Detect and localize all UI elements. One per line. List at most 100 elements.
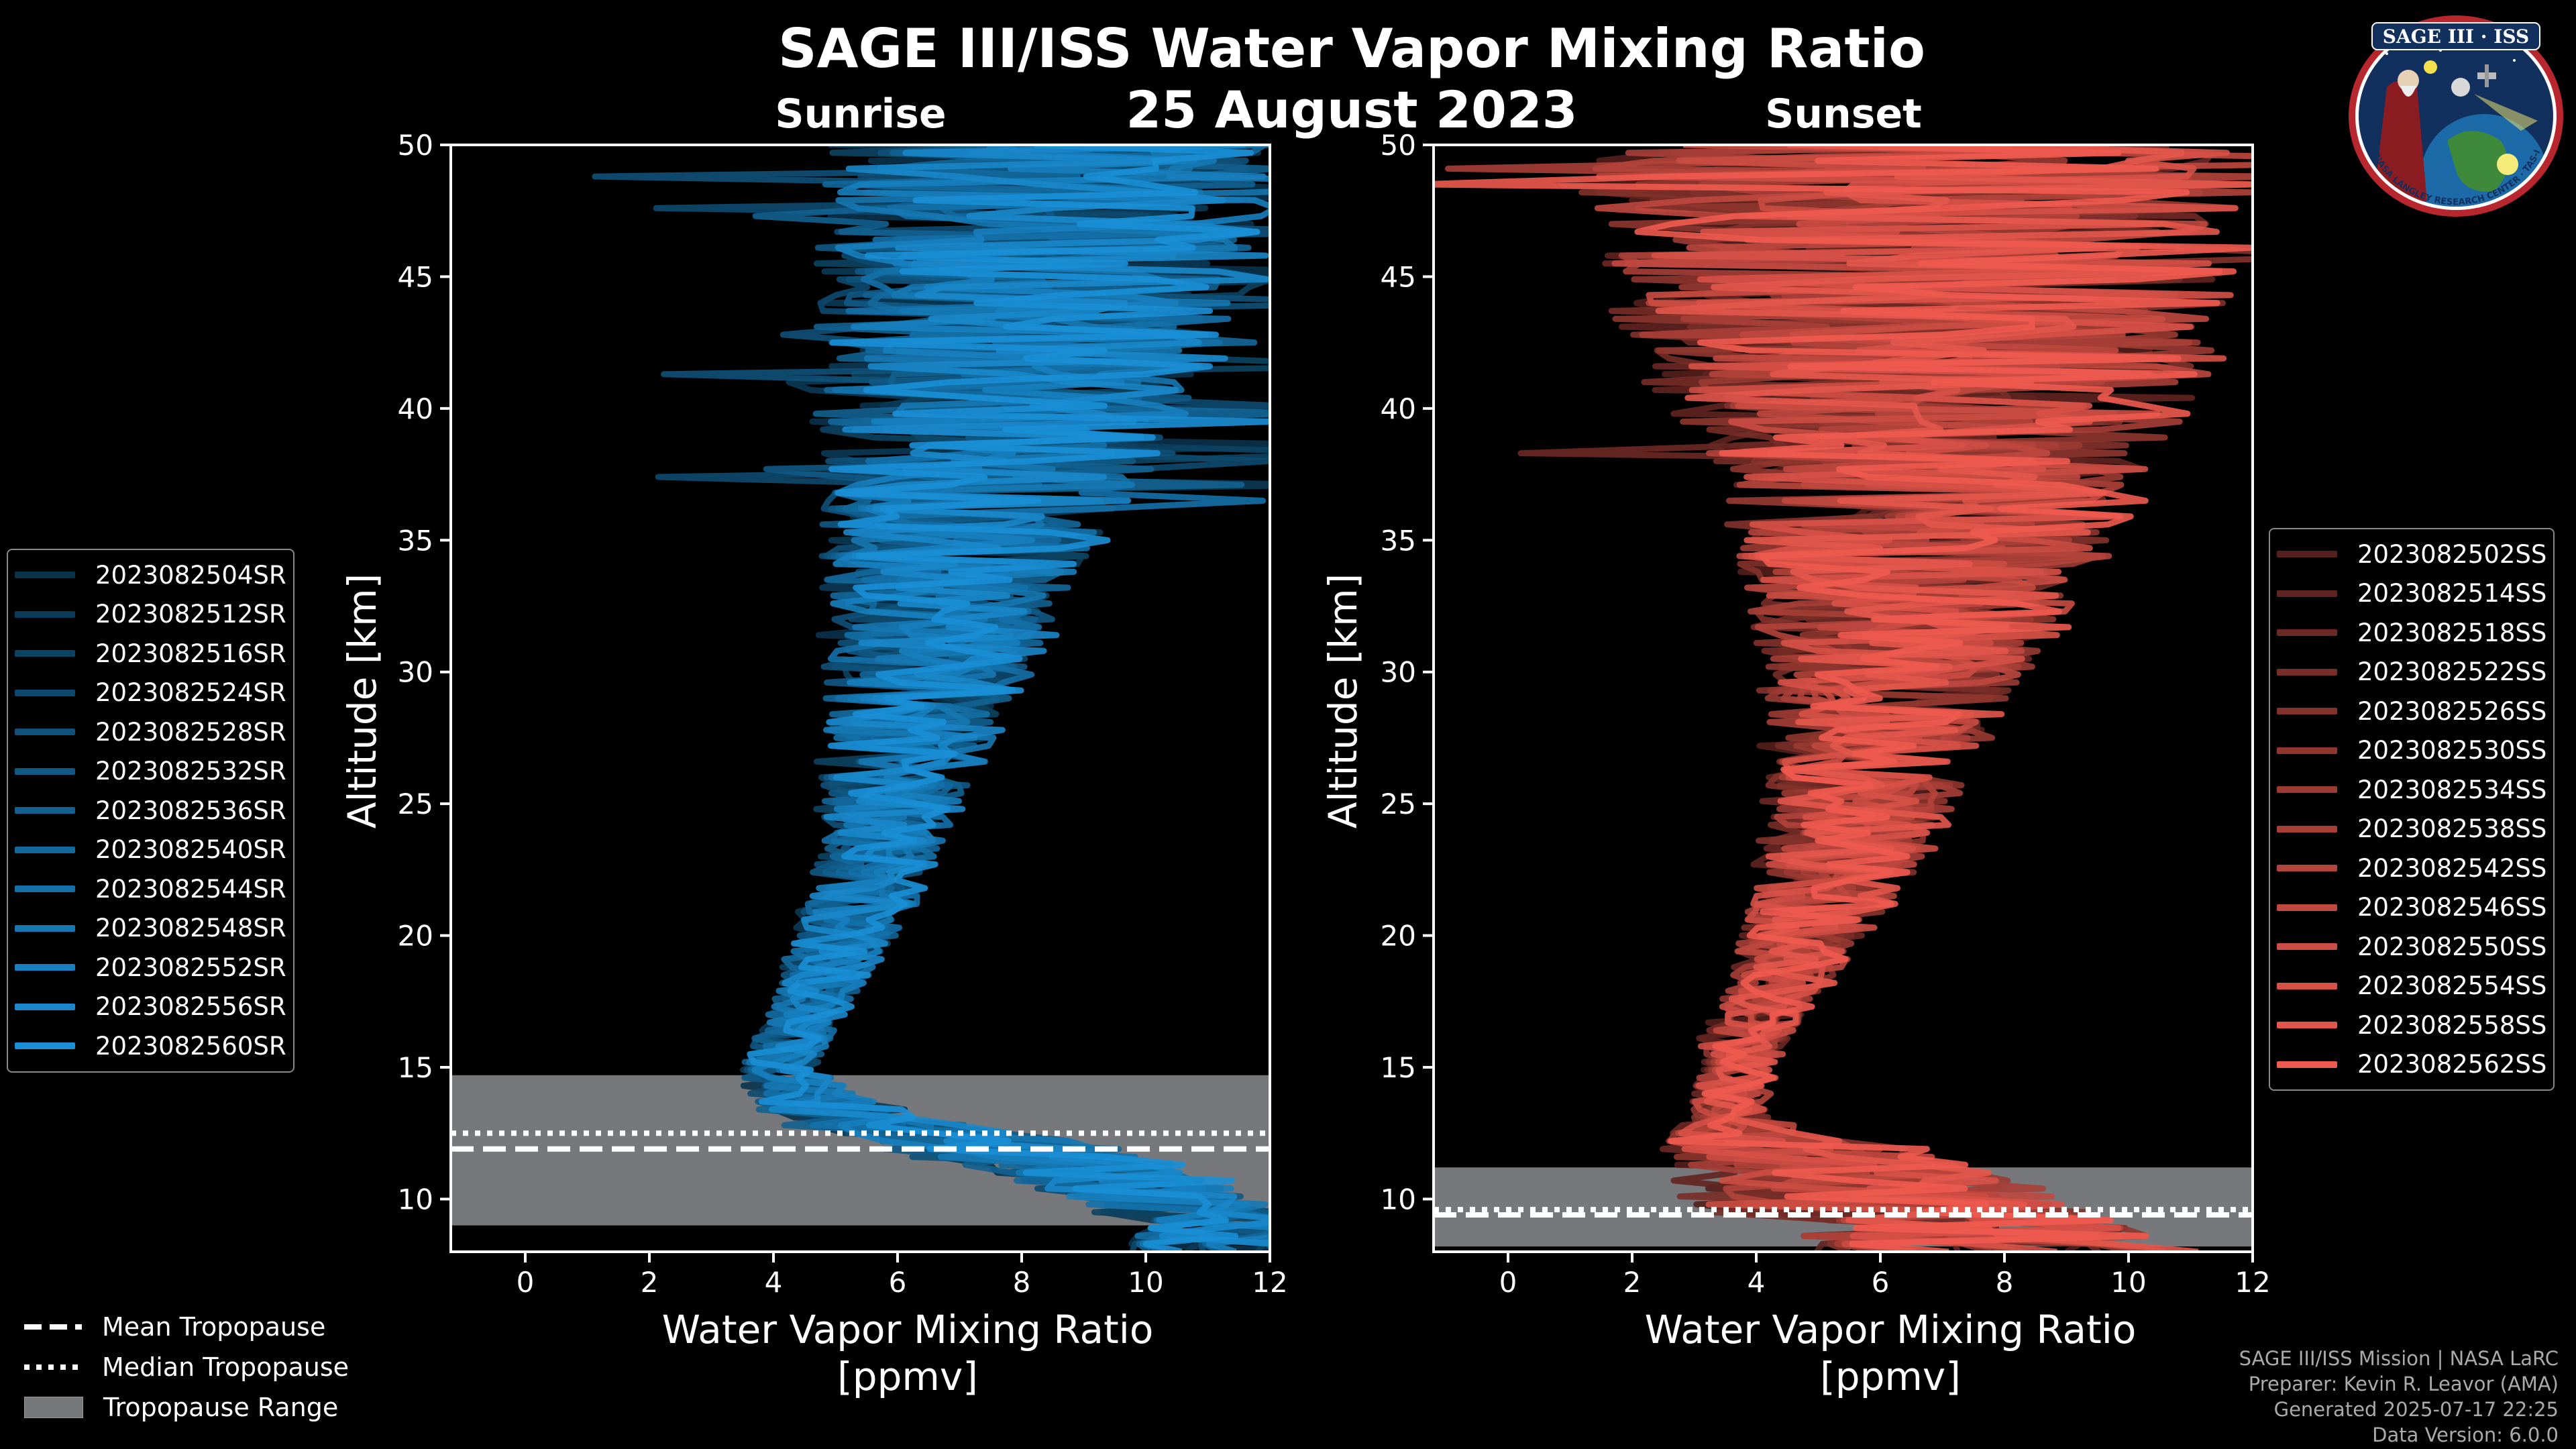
legend-label: 2023082552SR (95, 953, 286, 982)
x-tick-label: 10 (1128, 1266, 1163, 1299)
sunset-legend: 2023082502SS 2023082514SS 2023082518SS 2023… (2269, 528, 2555, 1091)
sunrise-legend: 2023082504SR 2023082512SR 2023082516SR 2023… (7, 549, 294, 1073)
legend-label: 2023082538SS (2357, 814, 2547, 844)
sunset-xlabel-line2: [ppmv] (1820, 1354, 1961, 1399)
y-tick-label: 40 (398, 392, 433, 425)
legend-swatch (2277, 904, 2337, 911)
y-tick-label: 30 (398, 656, 433, 689)
x-tick-label: 2 (1623, 1266, 1642, 1299)
y-tick-label: 35 (398, 524, 433, 557)
legend-label: 2023082550SS (2357, 932, 2547, 961)
legend-item: 2023082544SR (15, 869, 286, 909)
legend-item: 2023082550SS (2277, 927, 2546, 967)
legend-label: 2023082544SR (95, 874, 286, 904)
legend-label: Tropopause Range (103, 1393, 339, 1422)
legend-label: 2023082530SS (2357, 736, 2547, 765)
legend-swatch (15, 846, 75, 853)
legend-swatch (2277, 1061, 2337, 1068)
legend-swatch (15, 885, 75, 893)
legend-item: 2023082532SR (15, 752, 286, 792)
x-tick-label: 2 (641, 1266, 659, 1299)
legend-item: 2023082538SS (2277, 810, 2546, 849)
legend-item: 2023082526SS (2277, 692, 2546, 731)
legend-swatch (2277, 668, 2337, 676)
legend-median-tropopause: Median Tropopause (24, 1347, 349, 1387)
legend-label: 2023082532SR (95, 757, 286, 786)
legend-swatch (2277, 708, 2337, 715)
y-tick-label: 15 (398, 1051, 433, 1084)
legend-item: 2023082558SS (2277, 1006, 2546, 1045)
tropopause-legend: Mean Tropopause Median Tropopause Tropop… (24, 1307, 349, 1428)
legend-label: 2023082522SS (2357, 657, 2547, 687)
legend-label: 2023082528SR (95, 717, 286, 747)
y-tick-label: 50 (398, 129, 433, 162)
credit-mission: SAGE III/ISS Mission | NASA LaRC (2239, 1347, 2559, 1370)
y-tick-label: 25 (398, 788, 433, 820)
legend-swatch (2277, 982, 2337, 989)
legend-swatch (2277, 1022, 2337, 1029)
sunrise-ylabel: Altitude [km] (339, 574, 385, 828)
legend-item: 2023082502SS (2277, 535, 2546, 574)
legend-swatch (15, 1042, 75, 1050)
legend-label: Mean Tropopause (102, 1312, 326, 1342)
legend-swatch (2277, 943, 2337, 951)
y-tick-label: 10 (1381, 1183, 1416, 1216)
profile-line-2023082552SR (751, 145, 1270, 1252)
y-tick-label: 45 (398, 260, 433, 293)
legend-label: 2023082514SS (2357, 579, 2547, 608)
plot-frame (1432, 144, 2254, 1253)
sage-mission-badge: SAGE III · ISS BALL · NASA LANGLEY RESEA… (2347, 13, 2563, 217)
legend-mean-tropopause: Mean Tropopause (24, 1307, 349, 1347)
legend-label: 2023082554SS (2357, 971, 2547, 1001)
legend-swatch (15, 767, 75, 775)
legend-label: 2023082536SR (95, 796, 286, 825)
y-tick-label: 25 (1381, 788, 1416, 820)
x-tick-label: 8 (1996, 1266, 2014, 1299)
legend-swatch (2277, 629, 2337, 637)
legend-item: 2023082542SS (2277, 849, 2546, 888)
x-tick-label: 6 (889, 1266, 907, 1299)
legend-label: 2023082512SR (95, 600, 286, 629)
x-tick-label: 4 (1748, 1266, 1766, 1299)
sunrise-plot: 0 2 4 6 8 10 12 10 15 20 25 30 35 40 45 50 (398, 129, 1288, 1299)
legend-label: 2023082562SS (2357, 1050, 2547, 1079)
legend-label: 2023082542SS (2357, 853, 2547, 883)
x-tick-label: 10 (2110, 1266, 2146, 1299)
legend-item: 2023082512SR (15, 595, 286, 635)
dashed-line-swatch (24, 1319, 82, 1335)
sunrise-xlabel-line1: Water Vapor Mixing Ratio (662, 1307, 1154, 1352)
range-swatch (24, 1397, 83, 1418)
legend-item: 2023082540SR (15, 830, 286, 870)
legend-label: 2023082526SS (2357, 696, 2547, 726)
legend-tropopause-range: Tropopause Range (24, 1387, 349, 1428)
x-tick-label: 0 (1499, 1266, 1517, 1299)
legend-item: 2023082504SR (15, 555, 286, 595)
sunrise-xlabel-line2: [ppmv] (837, 1354, 978, 1399)
legend-item: 2023082560SR (15, 1026, 286, 1066)
y-tick-label: 35 (1381, 524, 1416, 557)
legend-label: 2023082524SR (95, 678, 286, 708)
credit-version: Data Version: 6.0.0 (2372, 1424, 2559, 1446)
legend-swatch (15, 610, 75, 618)
legend-item: 2023082556SR (15, 987, 286, 1027)
legend-swatch (15, 650, 75, 657)
legend-item: 2023082516SR (15, 634, 286, 674)
legend-swatch (2277, 551, 2337, 558)
legend-swatch (2277, 865, 2337, 872)
legend-label: 2023082558SS (2357, 1010, 2547, 1040)
credit-generated: Generated 2025-07-17 22:25 (2273, 1398, 2559, 1421)
legend-item: 2023082548SR (15, 909, 286, 949)
credits-block: SAGE III/ISS Mission | NASA LaRC Prepare… (2239, 1346, 2559, 1448)
legend-label: 2023082516SR (95, 639, 286, 668)
figure-title: SAGE III/ISS Water Vapor Mixing Ratio (778, 17, 1925, 80)
y-tick-label: 50 (1381, 129, 1416, 162)
legend-label: 2023082560SR (95, 1031, 286, 1061)
x-tick-label: 4 (765, 1266, 783, 1299)
legend-swatch (2277, 786, 2337, 794)
profile-line-2023082562SS (1434, 145, 2253, 1252)
legend-label: 2023082556SR (95, 992, 286, 1022)
sunrise-subtitle: Sunrise (775, 91, 946, 138)
sunset-xlabel-line1: Water Vapor Mixing Ratio (1645, 1307, 2137, 1352)
sunset-ylabel: Altitude [km] (1320, 574, 1366, 828)
